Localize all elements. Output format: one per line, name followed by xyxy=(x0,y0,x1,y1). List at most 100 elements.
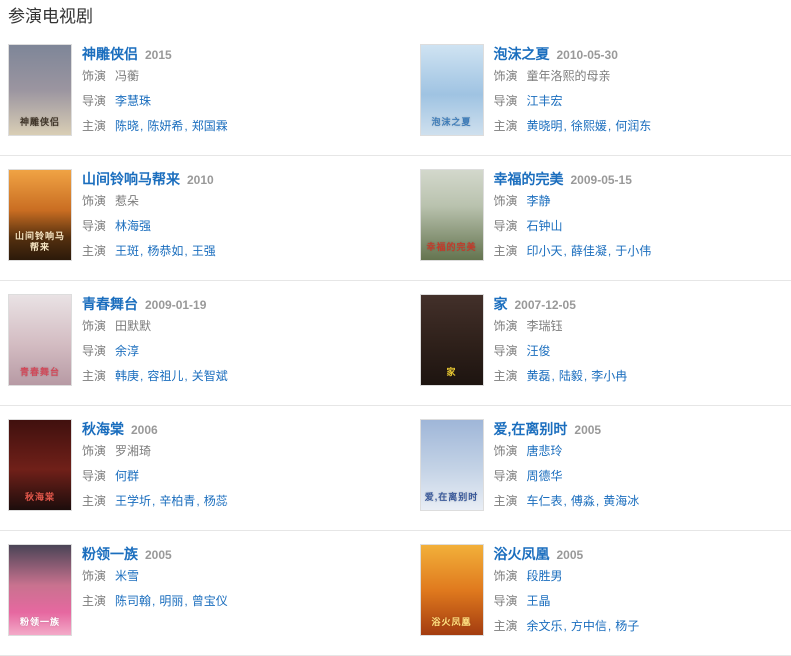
person-link[interactable]: 汪俊 xyxy=(527,344,551,358)
person-link[interactable]: 李慧珠 xyxy=(115,94,151,108)
person-link[interactable]: 王学圻 xyxy=(115,494,151,508)
person-link[interactable]: 方中信 xyxy=(571,619,607,633)
person-link[interactable]: 杨恭如 xyxy=(147,244,183,258)
person-link[interactable]: 米雪 xyxy=(115,569,139,583)
person-link[interactable]: 黄磊 xyxy=(527,369,551,383)
person-link[interactable]: 王强 xyxy=(192,244,216,258)
meta-line: 饰演冯蘅 xyxy=(82,64,228,89)
person-link[interactable]: 印小天 xyxy=(527,244,563,258)
person-link[interactable]: 杨子 xyxy=(615,619,639,633)
name-separator: , xyxy=(608,244,611,258)
show-title-link[interactable]: 家 xyxy=(494,296,508,312)
person-link[interactable]: 郑国霖 xyxy=(192,119,228,133)
show-poster-image[interactable]: 幸福的完美 xyxy=(420,169,484,261)
show-title-link[interactable]: 神雕侠侣 xyxy=(82,46,138,62)
person-link[interactable]: 王晶 xyxy=(527,594,551,608)
person-link[interactable]: 李静 xyxy=(527,194,551,208)
show-poster-image[interactable]: 神雕侠侣 xyxy=(8,44,72,136)
meta-line: 导演何群 xyxy=(82,464,228,489)
person-link[interactable]: 黄海冰 xyxy=(603,494,639,508)
person-link[interactable]: 陈晓 xyxy=(115,119,139,133)
show-title-link[interactable]: 山间铃响马帮来 xyxy=(82,171,180,187)
show-poster-image[interactable]: 浴火凤凰 xyxy=(420,544,484,636)
meta-line: 主演韩庚,容祖儿,关智斌 xyxy=(82,364,228,389)
show-title-link[interactable]: 青春舞台 xyxy=(82,296,138,312)
show-poster-image[interactable]: 秋海棠 xyxy=(8,419,72,511)
meta-label: 饰演 xyxy=(494,69,518,83)
show-title-link[interactable]: 泡沫之夏 xyxy=(494,46,550,62)
show-meta: 饰演罗湘琦导演何群主演王学圻,辛柏青,杨蕊 xyxy=(82,439,228,514)
person-link[interactable]: 余文乐 xyxy=(527,619,563,633)
person-link[interactable]: 余淳 xyxy=(115,344,139,358)
show-date: 2015 xyxy=(145,48,172,62)
show-list: 神雕侠侣 神雕侠侣 2015 饰演冯蘅导演 李慧珠主演 陈晓, 陈妍希, 郑国霖 泡沫之夏… xyxy=(0,31,791,656)
person-link[interactable]: 何润东 xyxy=(615,119,651,133)
show-title-link[interactable]: 爱,在离别时 xyxy=(494,421,568,437)
person-link[interactable]: 黄晓明 xyxy=(527,119,563,133)
meta-line: 饰演童年洛熙的母亲 xyxy=(494,64,652,89)
person-link[interactable]: 曾宝仪 xyxy=(192,594,228,608)
show-poster-image[interactable]: 山间铃响马帮来 xyxy=(8,169,72,261)
meta-label: 导演 xyxy=(494,94,518,108)
person-link[interactable]: 明丽 xyxy=(159,594,183,608)
person-link[interactable]: 李小冉 xyxy=(591,369,627,383)
meta-line: 导演江丰宏 xyxy=(494,89,652,114)
meta-label: 饰演 xyxy=(494,569,518,583)
show-title-link[interactable]: 秋海棠 xyxy=(82,421,124,437)
show-poster-image[interactable]: 家 xyxy=(420,294,484,386)
show-date: 2007-12-05 xyxy=(515,298,576,312)
person-link[interactable]: 于小伟 xyxy=(615,244,651,258)
person-link[interactable]: 段胜男 xyxy=(527,569,563,583)
person-link[interactable]: 王斑 xyxy=(115,244,139,258)
person-link[interactable]: 石钟山 xyxy=(527,219,563,233)
name-separator: , xyxy=(608,619,611,633)
show-title-line: 青春舞台 2009-01-19 xyxy=(82,295,228,314)
person-link[interactable]: 杨蕊 xyxy=(204,494,228,508)
name-separator: , xyxy=(564,119,567,133)
person-link[interactable]: 徐熙媛 xyxy=(571,119,607,133)
meta-line: 主演余文乐,方中信,杨子 xyxy=(494,614,640,639)
show-title-link[interactable]: 浴火凤凰 xyxy=(494,546,550,562)
person-link[interactable]: 江丰宏 xyxy=(527,94,563,108)
person-link[interactable]: 车仁表 xyxy=(527,494,563,508)
person-link[interactable]: 韩庚 xyxy=(115,369,139,383)
person-link[interactable]: 周德华 xyxy=(527,469,563,483)
show-poster-image[interactable]: 粉领一族 xyxy=(8,544,72,636)
show-meta: 饰演李瑞钰导演汪俊主演黄磊,陆毅,李小冉 xyxy=(494,314,628,389)
person-link[interactable]: 陆毅 xyxy=(559,369,583,383)
role-text: 童年洛熙的母亲 xyxy=(527,69,611,83)
person-link[interactable]: 唐悲玲 xyxy=(527,444,563,458)
person-link[interactable]: 薛佳凝 xyxy=(571,244,607,258)
person-link[interactable]: 容祖儿 xyxy=(147,369,183,383)
meta-label: 饰演 xyxy=(494,319,518,333)
show-title-link[interactable]: 粉领一族 xyxy=(82,546,138,562)
show-title-link[interactable]: 幸福的完美 xyxy=(494,171,564,187)
person-link[interactable]: 陈妍希 xyxy=(147,119,183,133)
meta-label: 主演 xyxy=(494,494,518,508)
show-poster-image[interactable]: 爱,在离别时 xyxy=(420,419,484,511)
poster-caption-text: 家 xyxy=(421,367,483,378)
show-date: 2009-01-19 xyxy=(145,298,206,312)
person-link[interactable]: 何群 xyxy=(115,469,139,483)
show-poster-image[interactable]: 泡沫之夏 xyxy=(420,44,484,136)
person-link[interactable]: 关智斌 xyxy=(192,369,228,383)
person-link[interactable]: 陈司翰 xyxy=(115,594,151,608)
person-link[interactable]: 傅淼 xyxy=(571,494,595,508)
person-link[interactable]: 辛柏青 xyxy=(159,494,195,508)
name-separator: , xyxy=(184,369,187,383)
show-poster-image[interactable]: 青春舞台 xyxy=(8,294,72,386)
meta-line: 饰演唐悲玲 xyxy=(494,439,640,464)
person-link[interactable]: 林海强 xyxy=(115,219,151,233)
meta-line: 饰演惹朵 xyxy=(82,189,216,214)
